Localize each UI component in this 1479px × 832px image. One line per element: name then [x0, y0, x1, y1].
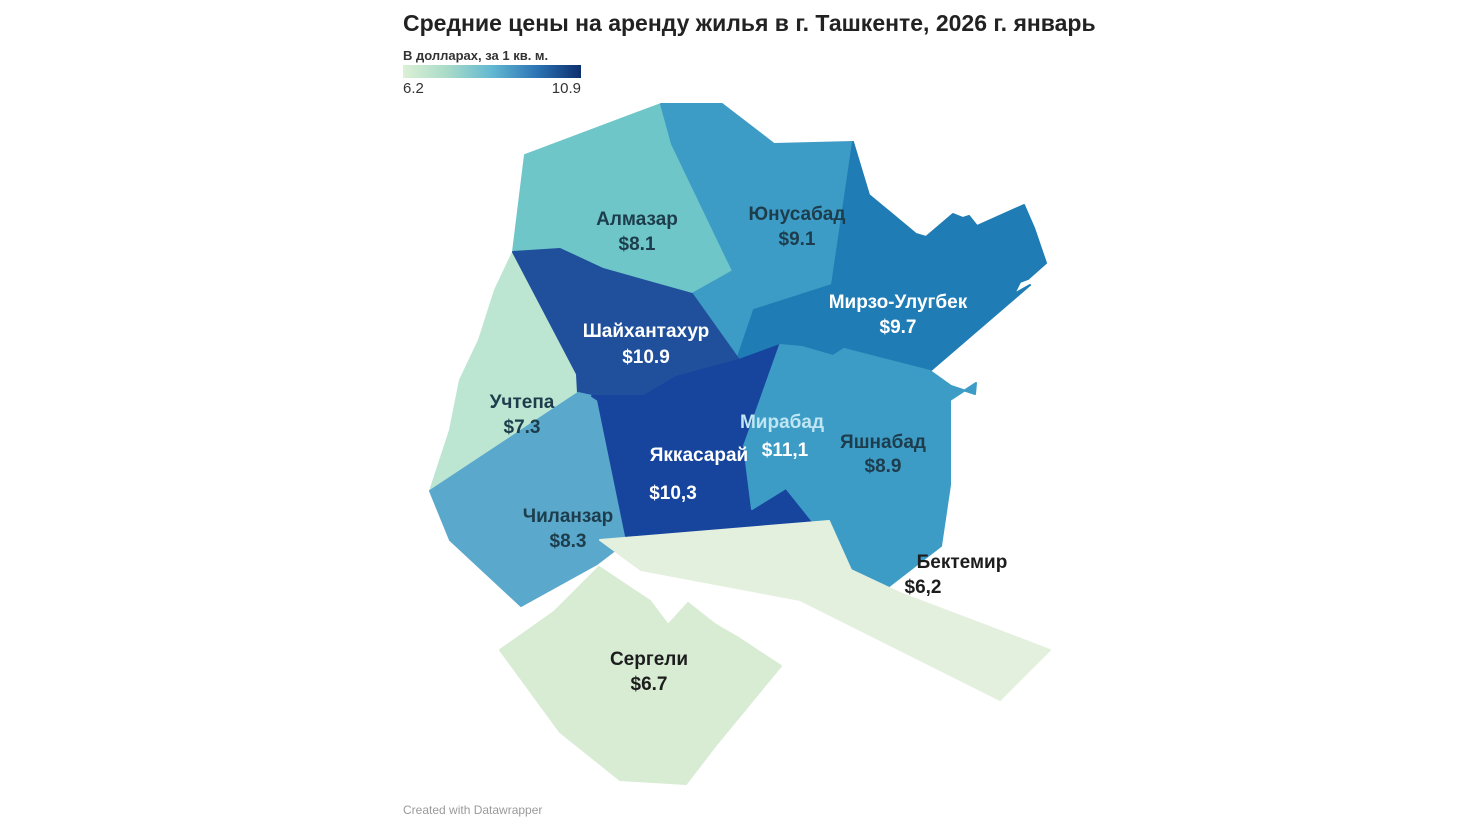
- svg-text:Юнусабад: Юнусабад: [749, 204, 846, 225]
- svg-text:$11,1: $11,1: [762, 440, 809, 461]
- svg-text:$8.3: $8.3: [550, 531, 587, 552]
- svg-text:$7.3: $7.3: [504, 417, 541, 438]
- svg-text:Сергели: Сергели: [610, 649, 688, 670]
- svg-text:Яшнабад: Яшнабад: [840, 432, 926, 453]
- svg-text:$8.9: $8.9: [865, 456, 902, 477]
- svg-text:Бектемир: Бектемир: [917, 552, 1008, 573]
- svg-text:Чиланзар: Чиланзар: [523, 506, 614, 527]
- svg-text:$9.1: $9.1: [779, 229, 816, 250]
- svg-text:$10.9: $10.9: [622, 347, 670, 368]
- svg-text:$9.7: $9.7: [880, 317, 917, 338]
- svg-text:Учтепа: Учтепа: [490, 392, 555, 413]
- svg-text:Яккасарай: Яккасарай: [650, 445, 748, 466]
- svg-text:Шайхантахур: Шайхантахур: [583, 321, 710, 342]
- svg-text:$8.1: $8.1: [619, 234, 656, 255]
- svg-text:$6.7: $6.7: [631, 674, 668, 695]
- svg-text:$6,2: $6,2: [905, 577, 942, 598]
- svg-text:Мирабад: Мирабад: [740, 412, 824, 433]
- svg-text:Алмазар: Алмазар: [596, 209, 678, 230]
- svg-text:Мирзо-Улугбек: Мирзо-Улугбек: [829, 292, 968, 313]
- svg-text:$10,3: $10,3: [649, 483, 697, 504]
